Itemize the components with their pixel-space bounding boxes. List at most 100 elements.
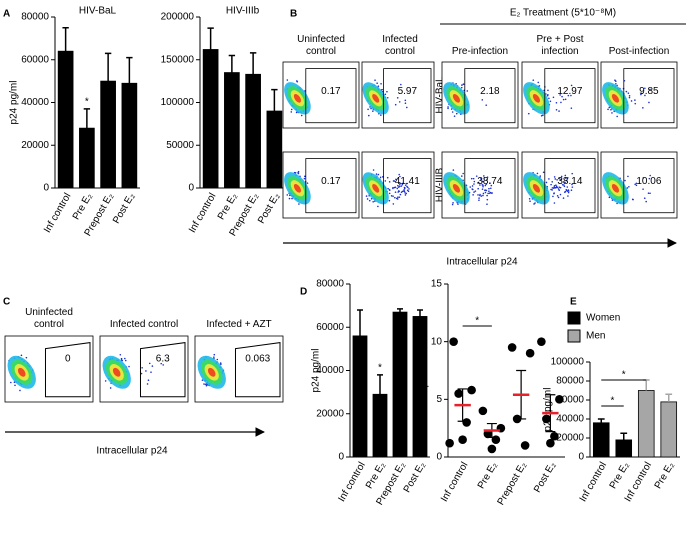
data-point (454, 389, 463, 398)
gate (383, 158, 432, 214)
event-dot (566, 186, 569, 188)
chart-title: HIV-BaL (79, 6, 117, 17)
event-dot (298, 203, 300, 205)
event-dot (404, 191, 406, 194)
event-dot (457, 203, 459, 205)
y-tick-label: 5 (436, 394, 442, 405)
event-dot (561, 95, 563, 98)
event-dot (306, 182, 309, 184)
event-dot (614, 80, 617, 83)
error-bar (665, 393, 673, 402)
data-point (555, 395, 564, 404)
event-dot (490, 184, 493, 187)
gate (139, 342, 186, 398)
event-dot (396, 198, 399, 200)
event-dot (559, 94, 561, 96)
event-dot (567, 94, 570, 97)
event-dot (558, 178, 561, 180)
event-dot (490, 187, 492, 190)
event-dot (571, 172, 574, 175)
event-dot (642, 107, 644, 109)
data-point (491, 435, 501, 445)
event-dot (548, 178, 550, 180)
bar (372, 393, 388, 458)
y-axis-label: % p24+ cells (419, 342, 430, 399)
event-dot (392, 195, 394, 197)
event-dot (545, 181, 548, 184)
event-dot (401, 183, 404, 186)
error-bar (126, 56, 133, 84)
event-dot (205, 384, 208, 387)
event-dot (551, 187, 554, 189)
event-dot (473, 183, 475, 185)
y-tick-label: 100000 (551, 357, 585, 368)
legend-label: Women (586, 313, 620, 324)
event-dot (290, 111, 293, 113)
event-dot (546, 94, 549, 97)
event-dot (478, 199, 480, 202)
bar (57, 50, 74, 189)
event-dot (386, 176, 389, 179)
y-axis-label: p24 pg/ml (311, 349, 322, 393)
event-dot (564, 190, 567, 193)
event-dot (128, 365, 130, 368)
gate (234, 342, 281, 398)
event-dot (393, 180, 396, 182)
panel-label: E (570, 297, 577, 308)
event-dot (402, 182, 404, 185)
gate-value: 0 (65, 353, 71, 364)
event-dot (405, 192, 408, 195)
gate (305, 158, 357, 214)
density-contour (611, 183, 620, 193)
event-dot (487, 192, 489, 195)
gate (544, 158, 596, 214)
error-bar (83, 108, 91, 129)
event-dot (405, 106, 408, 109)
y-tick-label: 80000 (21, 12, 49, 23)
event-dot (562, 98, 565, 101)
density-contour (372, 183, 380, 193)
event-dot (488, 190, 490, 193)
event-dot (405, 182, 408, 185)
event-dot (527, 112, 530, 115)
event-dot (570, 84, 573, 87)
event-dot (396, 97, 399, 99)
event-dot (555, 101, 558, 104)
event-dot (481, 99, 484, 101)
event-dot (624, 179, 626, 182)
gate (464, 158, 516, 214)
data-point (550, 431, 559, 441)
gate-value: 12.97 (557, 86, 582, 97)
event-dot (365, 195, 368, 197)
bar (592, 422, 610, 458)
event-dot (630, 100, 633, 102)
data-point (449, 337, 458, 346)
x-axis-label: Intracellular p24 (446, 257, 518, 268)
event-dot (563, 185, 566, 188)
event-dot (396, 187, 399, 190)
event-dot (398, 183, 401, 185)
event-dot (486, 198, 489, 201)
event-dot (611, 112, 613, 114)
event-dot (388, 192, 391, 195)
event-dot (288, 197, 291, 200)
event-dot (403, 187, 406, 190)
event-dot (565, 189, 568, 191)
event-dot (404, 184, 407, 186)
event-dot (400, 191, 403, 193)
gate-value: 10.06 (636, 176, 661, 187)
panel-label: D (300, 287, 307, 298)
y-tick-label: 40000 (21, 97, 49, 108)
event-dot (466, 90, 469, 92)
event-dot (379, 176, 382, 179)
gate-value: 38.14 (557, 176, 582, 187)
event-dot (551, 181, 554, 183)
gate (623, 158, 675, 214)
event-dot (147, 379, 150, 381)
event-dot (151, 365, 154, 367)
event-dot (104, 380, 107, 382)
y-tick-label: 200000 (161, 12, 195, 23)
panel-label: B (290, 9, 297, 20)
event-dot (534, 202, 536, 204)
column-label: Post-infection (608, 46, 670, 57)
